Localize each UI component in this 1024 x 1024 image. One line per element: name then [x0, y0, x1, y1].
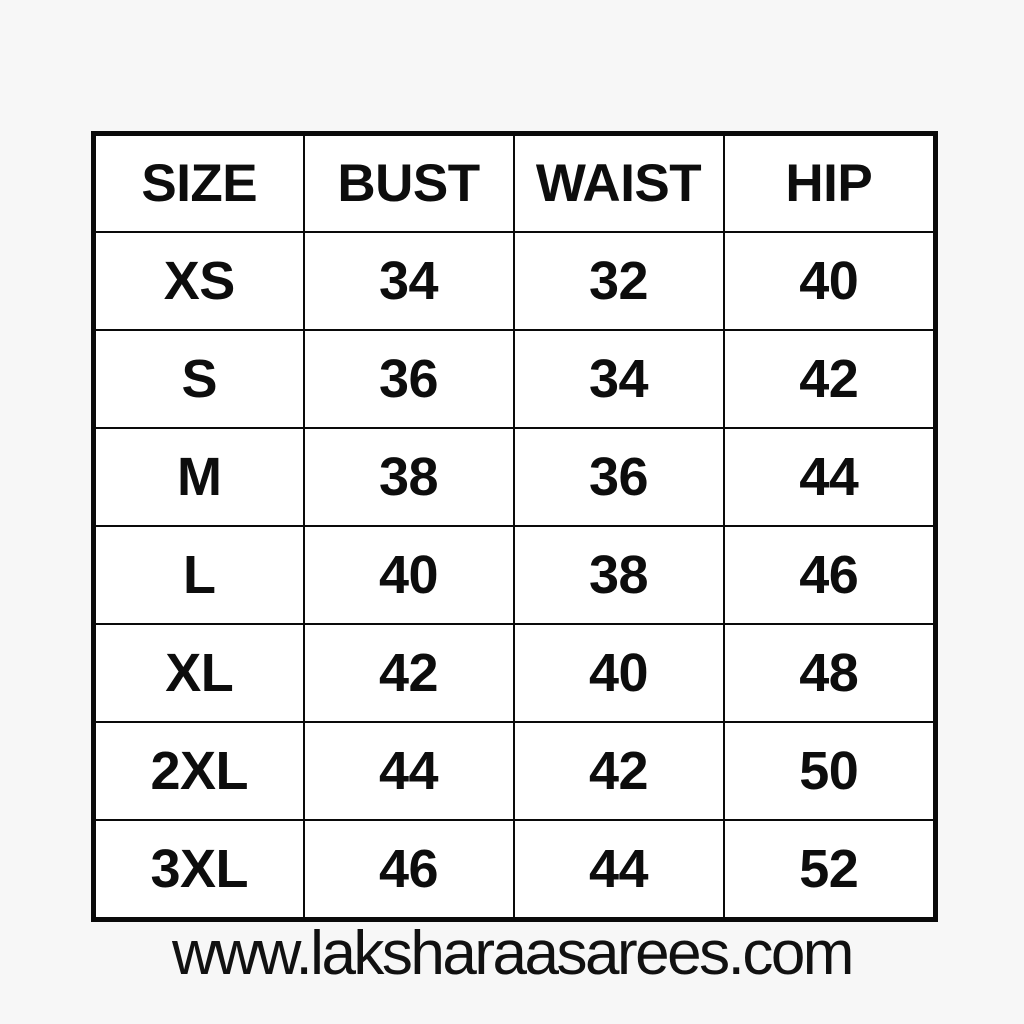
table-row: 2XL 44 42 50 [92, 721, 937, 821]
cell-hip: 44 [722, 427, 937, 527]
table-row: L 40 38 46 [92, 525, 937, 625]
column-header-waist: WAIST [512, 132, 725, 233]
cell-size: L [92, 525, 305, 625]
column-header-bust: BUST [302, 132, 515, 233]
table-header-row: SIZE BUST WAIST HIP [92, 132, 937, 233]
table-row: M 38 36 44 [92, 427, 937, 527]
size-chart-table: SIZE BUST WAIST HIP XS 34 32 40 S 36 34 [91, 131, 938, 922]
cell-waist: 32 [512, 231, 725, 331]
cell-size: XS [92, 231, 305, 331]
cell-hip: 50 [722, 721, 937, 821]
cell-size: XL [92, 623, 305, 723]
cell-waist: 34 [512, 329, 725, 429]
table-header: SIZE BUST WAIST HIP [92, 132, 937, 233]
cell-hip: 52 [722, 819, 937, 921]
column-header-hip: HIP [722, 132, 937, 233]
cell-hip: 48 [722, 623, 937, 723]
table-row: XL 42 40 48 [92, 623, 937, 723]
cell-bust: 34 [302, 231, 515, 331]
cell-bust: 44 [302, 721, 515, 821]
cell-waist: 36 [512, 427, 725, 527]
cell-size: S [92, 329, 305, 429]
cell-hip: 40 [722, 231, 937, 331]
cell-waist: 44 [512, 819, 725, 921]
cell-size: 2XL [92, 721, 305, 821]
cell-size: 3XL [92, 819, 305, 921]
cell-waist: 42 [512, 721, 725, 821]
table-body: XS 34 32 40 S 36 34 42 M 38 36 44 [92, 231, 937, 921]
size-chart-table-container: SIZE BUST WAIST HIP XS 34 32 40 S 36 34 [91, 131, 938, 922]
table-row: XS 34 32 40 [92, 231, 937, 331]
table-row: S 36 34 42 [92, 329, 937, 429]
cell-size: M [92, 427, 305, 527]
cell-bust: 36 [302, 329, 515, 429]
cell-waist: 40 [512, 623, 725, 723]
cell-hip: 46 [722, 525, 937, 625]
column-header-size: SIZE [92, 132, 305, 233]
cell-bust: 42 [302, 623, 515, 723]
cell-bust: 38 [302, 427, 515, 527]
website-url: www.laksharaasarees.com [172, 919, 854, 988]
cell-bust: 46 [302, 819, 515, 921]
table-row: 3XL 46 44 52 [92, 819, 937, 921]
cell-bust: 40 [302, 525, 515, 625]
cell-waist: 38 [512, 525, 725, 625]
cell-hip: 42 [722, 329, 937, 429]
